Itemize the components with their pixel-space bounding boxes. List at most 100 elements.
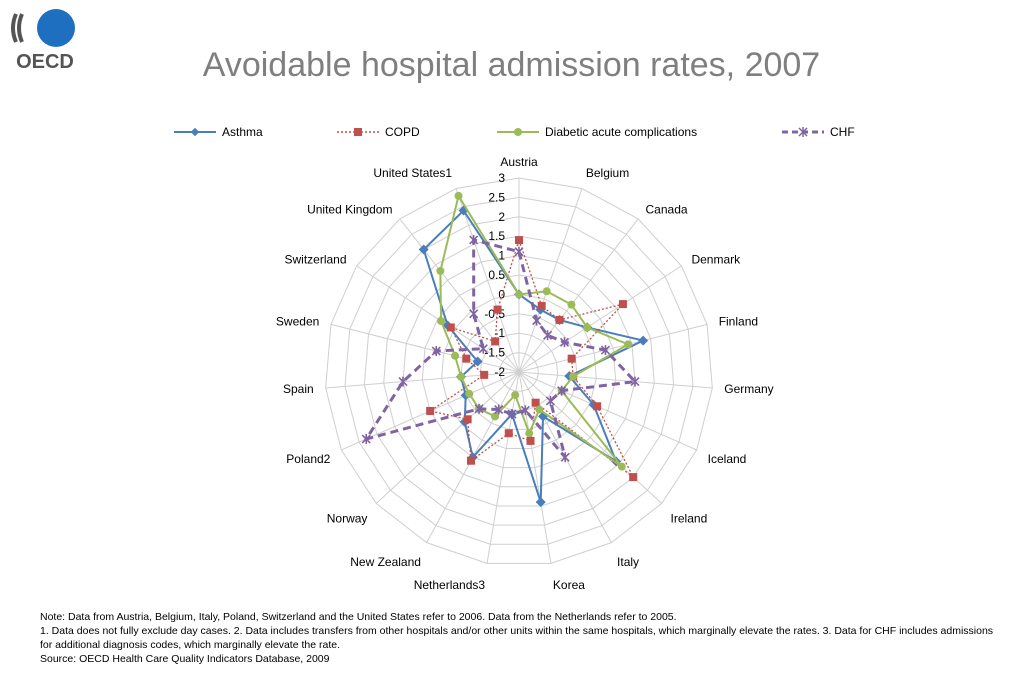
grid-spoke bbox=[455, 188, 520, 373]
tick-label: 1 bbox=[498, 249, 505, 263]
data-point bbox=[638, 335, 649, 346]
data-point bbox=[525, 429, 534, 438]
data-point bbox=[583, 323, 592, 332]
data-point bbox=[569, 372, 578, 381]
grid-spoke bbox=[375, 371, 520, 504]
data-point bbox=[451, 351, 460, 360]
footnote-details: 1. Data does not fully exclude day cases… bbox=[40, 625, 994, 651]
grid-spoke bbox=[518, 265, 682, 373]
category-label: Poland2 bbox=[286, 452, 330, 466]
category-label: Korea bbox=[553, 578, 585, 592]
footnotes: Note: Data from Austria, Belgium, Italy,… bbox=[40, 610, 1000, 666]
grid-ring bbox=[460, 313, 578, 430]
data-point bbox=[478, 343, 488, 354]
footnote-note: Note: Data from Austria, Belgium, Italy,… bbox=[40, 611, 677, 623]
data-point bbox=[618, 300, 627, 309]
data-point bbox=[617, 462, 626, 471]
tick-label: -1 bbox=[494, 326, 505, 340]
category-label: Sweden bbox=[276, 314, 319, 328]
data-point bbox=[469, 234, 479, 245]
chart-legend: Asthma COPD Diabetic acute complications… bbox=[0, 122, 1023, 142]
category-label: Italy bbox=[617, 555, 639, 569]
series-chf bbox=[361, 234, 640, 463]
data-point bbox=[567, 300, 576, 309]
grid-ring bbox=[325, 177, 713, 564]
grid-ring bbox=[344, 196, 694, 545]
data-point bbox=[593, 402, 602, 411]
radar-chart: 32.521.510.50-0.5-1-1.5-2AustriaBelgiumC… bbox=[276, 155, 774, 592]
grid-ring bbox=[479, 332, 559, 411]
category-label: Switzerland bbox=[285, 252, 347, 266]
category-label: Iceland bbox=[708, 452, 747, 466]
data-point bbox=[567, 354, 576, 363]
tick-label: -1.5 bbox=[484, 346, 505, 360]
grid-spoke bbox=[518, 323, 708, 373]
data-point bbox=[436, 266, 445, 275]
data-point bbox=[624, 340, 633, 349]
data-point bbox=[535, 497, 546, 508]
legend-label-asthma: Asthma bbox=[222, 125, 263, 139]
category-label: Canada bbox=[646, 202, 688, 216]
data-point bbox=[431, 346, 441, 357]
legend-item-chf: CHF bbox=[780, 122, 855, 142]
grid-spoke bbox=[518, 188, 583, 373]
data-point bbox=[437, 317, 446, 326]
data-point bbox=[600, 345, 611, 356]
data-point bbox=[531, 398, 540, 407]
data-point bbox=[361, 434, 371, 445]
data-point bbox=[466, 456, 475, 465]
legend-item-diabetic: Diabetic acute complications bbox=[495, 122, 697, 142]
oecd-logo: OECD bbox=[8, 8, 82, 74]
data-point bbox=[504, 429, 513, 438]
data-point bbox=[480, 370, 489, 379]
grid-spoke bbox=[330, 323, 520, 373]
tick-label: 1.5 bbox=[488, 229, 505, 243]
category-label: Spain bbox=[283, 382, 314, 396]
data-point bbox=[515, 236, 523, 245]
category-label: Germany bbox=[724, 382, 773, 396]
data-point bbox=[511, 390, 520, 399]
grid-ring bbox=[363, 216, 675, 526]
category-label: Denmark bbox=[691, 252, 741, 266]
legend-label-diabetic: Diabetic acute complications bbox=[545, 125, 698, 139]
page-title: Avoidable hospital admission rates, 2007 bbox=[202, 46, 821, 84]
data-point bbox=[398, 376, 408, 387]
tick-label: 0.5 bbox=[488, 268, 505, 282]
data-point bbox=[490, 412, 499, 421]
category-label: Austria bbox=[500, 155, 538, 169]
data-point bbox=[493, 305, 502, 314]
data-point bbox=[542, 287, 551, 296]
tick-label: 2 bbox=[498, 210, 505, 224]
legend-item-copd: COPD bbox=[335, 122, 420, 142]
category-label: New Zealand bbox=[350, 555, 421, 569]
footnote-source: Source: OECD Health Care Quality Indicat… bbox=[40, 653, 330, 665]
category-label: Finland bbox=[719, 314, 758, 328]
data-point bbox=[520, 405, 530, 416]
data-point bbox=[465, 389, 474, 398]
data-point bbox=[532, 315, 542, 326]
data-point bbox=[535, 405, 544, 414]
series-line bbox=[362, 237, 639, 459]
grid-ring bbox=[402, 255, 636, 488]
data-point bbox=[469, 308, 479, 319]
data-point bbox=[630, 376, 640, 387]
grid-spoke bbox=[518, 371, 713, 389]
grid-spoke bbox=[518, 371, 663, 504]
data-point bbox=[537, 301, 546, 310]
grid-spoke bbox=[486, 371, 520, 564]
tick-label: 3 bbox=[498, 171, 505, 185]
legend-item-asthma: Asthma bbox=[172, 122, 263, 142]
tick-label: 2.5 bbox=[488, 190, 505, 204]
category-label: Belgium bbox=[586, 166, 629, 180]
category-label: Ireland bbox=[671, 511, 708, 525]
grid-spoke bbox=[399, 218, 520, 373]
data-point bbox=[555, 315, 564, 324]
data-point bbox=[514, 246, 524, 257]
series-line bbox=[428, 237, 634, 478]
category-label: United States1 bbox=[373, 166, 452, 180]
data-point bbox=[456, 372, 465, 381]
grid-ring bbox=[383, 235, 655, 507]
radar-grid bbox=[325, 177, 713, 564]
grid-spoke bbox=[518, 371, 552, 564]
data-point bbox=[515, 290, 523, 299]
